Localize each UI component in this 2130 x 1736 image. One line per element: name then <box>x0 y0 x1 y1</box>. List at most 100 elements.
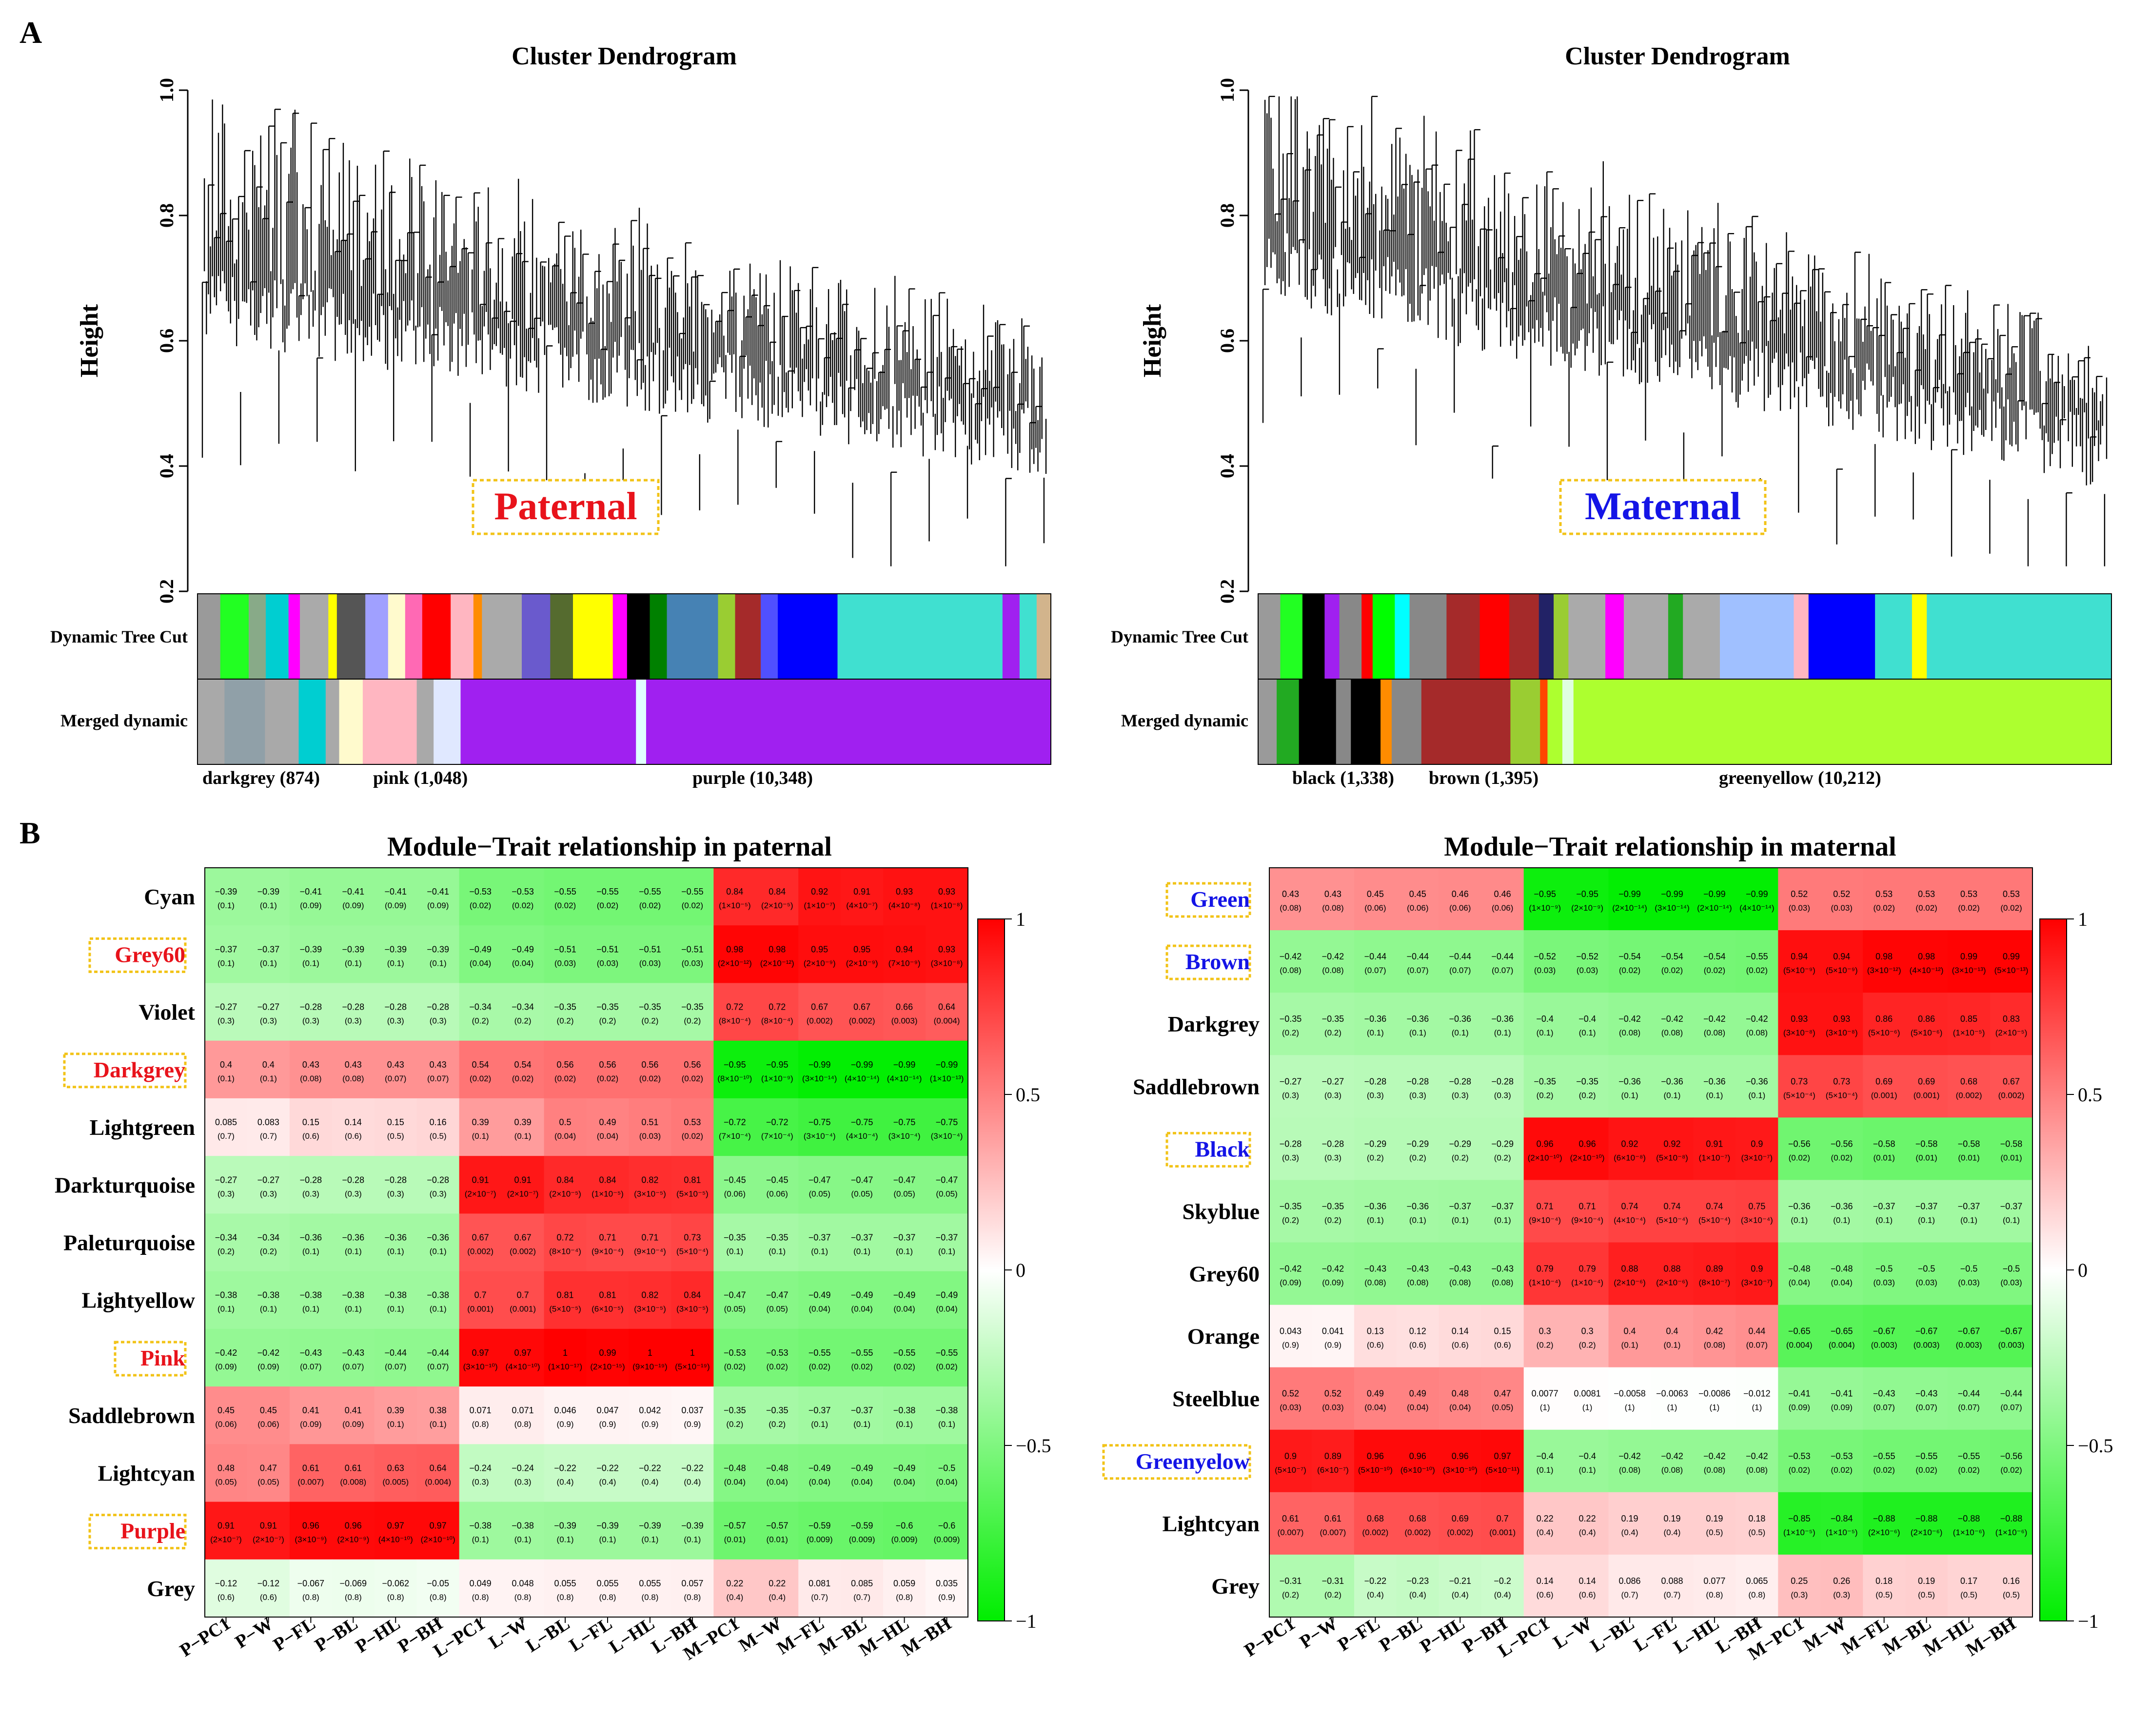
cell-value: −0.42 <box>215 1348 237 1358</box>
cell-pvalue: (0.02) <box>767 1362 788 1371</box>
heatmap-cell <box>374 1213 417 1272</box>
cell-value: −0.37 <box>1449 1201 1471 1211</box>
cell-value: −0.43 <box>1407 1264 1429 1274</box>
heatmap-cell <box>586 1213 629 1272</box>
cell-pvalue: (0.03) <box>639 958 661 968</box>
cell-value: −0.36 <box>1364 1201 1387 1211</box>
cell-value: 0.99 <box>2003 952 2020 961</box>
cell-value: 0.43 <box>302 1060 319 1070</box>
cell-value: −0.84 <box>1831 1514 1853 1523</box>
merged-dynamic-border <box>1258 679 2112 765</box>
cell-value: −0.6 <box>896 1521 913 1531</box>
cell-value: −0.67 <box>1915 1326 1938 1336</box>
heatmap-cell <box>1990 1554 2033 1618</box>
cell-value: 0.91 <box>217 1521 235 1531</box>
heatmap-cell <box>1990 993 2033 1055</box>
cell-value: −0.48 <box>724 1463 746 1473</box>
cell-value: 0.47 <box>1494 1389 1511 1399</box>
row-label: Grey60 <box>115 942 185 967</box>
cell-pvalue: (0.07) <box>1407 966 1428 975</box>
cell-pvalue: (0.08) <box>1492 1278 1513 1287</box>
cell-value: −0.31 <box>1322 1576 1344 1586</box>
column-label: L−W <box>1550 1613 1596 1653</box>
merged-dynamic-segment <box>339 679 363 764</box>
cell-value: −0.52 <box>1576 952 1598 961</box>
heatmap-cell <box>1990 1305 2033 1368</box>
cell-pvalue: (0.002) <box>1362 1528 1388 1537</box>
cell-value: 0.055 <box>596 1579 618 1588</box>
cell-value: −0.42 <box>1661 1451 1683 1461</box>
cell-pvalue: (0.08) <box>1619 1465 1640 1475</box>
heatmap-cell <box>671 1444 714 1502</box>
bar-label-dynamic: Dynamic Tree Cut <box>1111 627 1248 646</box>
cell-pvalue: (2×10⁻⁵) <box>1995 1028 2028 1037</box>
cell-value: 0.16 <box>430 1117 447 1127</box>
dynamic-cut-segment <box>1002 594 1020 679</box>
cell-value: −0.44 <box>427 1348 449 1358</box>
cell-pvalue: (0.04) <box>597 1131 618 1141</box>
cell-pvalue: (0.1) <box>302 1247 319 1256</box>
cell-pvalue: (0.02) <box>1958 1465 1979 1475</box>
cell-value: 0.64 <box>938 1002 955 1012</box>
cell-pvalue: (0.06) <box>1492 903 1513 913</box>
cell-pvalue: (0.02) <box>2000 1465 2022 1475</box>
heatmap-cell <box>1948 930 1991 993</box>
cell-value: −0.39 <box>342 944 365 954</box>
y-tick-label: 1.0 <box>156 78 178 102</box>
cell-value: −0.49 <box>512 944 534 954</box>
cell-value: 0.43 <box>430 1060 447 1070</box>
heatmap-paternal: Module−Trait relationship in paternal−0.… <box>55 832 1051 1664</box>
cell-pvalue: (0.9) <box>557 1420 574 1429</box>
cell-pvalue: (0.04) <box>1407 1403 1428 1412</box>
cell-value: 0.92 <box>811 887 828 897</box>
heatmap-cell <box>841 1502 884 1560</box>
chart-title: Cluster Dendrogram <box>512 42 737 70</box>
cell-value: −0.55 <box>639 887 661 897</box>
cell-pvalue: (0.2) <box>1452 1153 1469 1162</box>
cell-value: 0.53 <box>684 1117 701 1127</box>
cell-value: 0.79 <box>1579 1264 1596 1274</box>
cell-pvalue: (0.04) <box>470 958 491 968</box>
heatmap-cell <box>1905 1554 1948 1618</box>
cell-pvalue: (0.6) <box>1579 1590 1596 1599</box>
cell-value: −0.35 <box>554 1002 576 1012</box>
cell-pvalue: (3×10⁻⁹) <box>295 1535 327 1544</box>
cell-pvalue: (0.07) <box>385 1362 406 1371</box>
cell-value: −0.55 <box>1746 952 1768 961</box>
dynamic-cut-segment <box>336 594 366 679</box>
cell-pvalue: (0.02) <box>936 1362 957 1371</box>
cell-pvalue: (4×10⁻¹⁴) <box>1739 903 1775 913</box>
cell-pvalue: (0.009) <box>807 1535 833 1544</box>
heatmap-cell <box>1354 1429 1397 1493</box>
cell-value: −0.24 <box>512 1463 534 1473</box>
cell-pvalue: (0.3) <box>472 1477 489 1486</box>
heatmap-cell <box>1396 1305 1440 1368</box>
cell-pvalue: (0.03) <box>554 958 576 968</box>
heatmap-cell <box>459 1040 502 1099</box>
heatmap-cell <box>374 1156 417 1214</box>
cell-value: −0.43 <box>1491 1264 1514 1274</box>
cell-value: −0.29 <box>1491 1139 1514 1149</box>
cell-value: −0.39 <box>300 944 322 954</box>
heatmap-cell <box>1396 1492 1440 1555</box>
cell-pvalue: (6×10⁻⁵) <box>592 1305 624 1314</box>
cell-pvalue: (0.001) <box>1913 1091 1940 1100</box>
cell-pvalue: (0.1) <box>1494 1215 1511 1225</box>
cell-value: 0.98 <box>769 944 786 954</box>
heatmap-title: Module−Trait relationship in maternal <box>1444 832 1896 862</box>
heatmap-cell <box>501 983 545 1041</box>
heatmap-cell <box>926 1098 968 1156</box>
heatmap-cell <box>1820 1367 1863 1430</box>
cell-pvalue: (0.08) <box>1407 1278 1428 1287</box>
cell-pvalue: (0.1) <box>260 958 277 968</box>
cell-pvalue: (0.1) <box>1579 1465 1596 1475</box>
heatmap-cell <box>416 925 460 983</box>
heatmap-cell <box>671 1328 714 1387</box>
row-label: Purple <box>120 1519 185 1543</box>
heatmap-maternal: Module−Trait relationship in maternal 0.4… <box>1102 832 2113 1664</box>
heatmap-cell <box>459 1271 502 1329</box>
cell-value: −0.36 <box>1746 1076 1768 1086</box>
overlay-label: Paternal <box>494 485 637 528</box>
cell-pvalue: (0.9) <box>684 1420 701 1429</box>
cell-pvalue: (0.2) <box>726 1420 743 1429</box>
